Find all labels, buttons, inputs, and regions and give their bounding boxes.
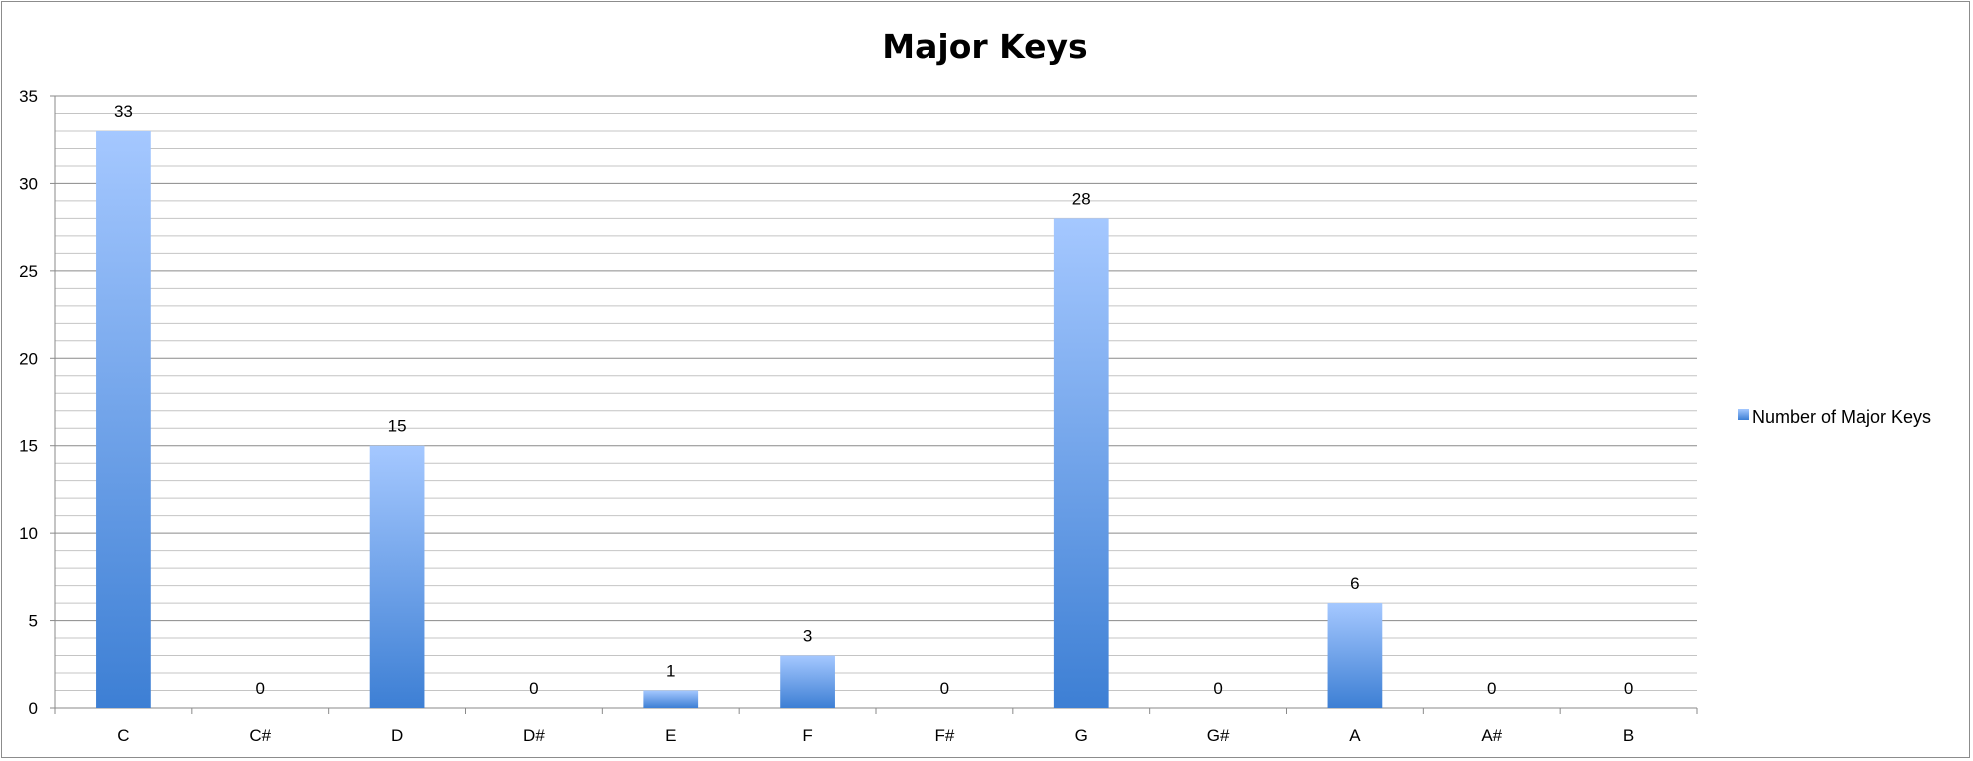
legend-label: Number of Major Keys [1752,407,1931,427]
bar [1053,218,1109,708]
bar [780,655,835,708]
y-tick-label: 5 [29,612,38,631]
y-tick-label: 30 [19,174,38,193]
bar [643,690,699,708]
x-tick-label: F# [934,726,954,745]
y-tick-label: 15 [19,437,38,456]
data-label: 1 [666,662,675,681]
y-tick-label: 10 [19,524,38,543]
x-tick-label: D [391,726,403,745]
x-axis-tick-labels: C C# D D# E F F# G G# A A# B [117,726,1634,745]
data-label: 33 [114,102,133,121]
data-label: 0 [529,679,538,698]
data-label: 15 [388,417,407,436]
x-tick-label: D# [523,726,545,745]
gridlines [55,95,1697,692]
x-tick-label: E [665,726,676,745]
data-labels: 33 0 15 0 1 3 0 28 0 6 0 0 [114,102,1633,698]
bar [96,130,151,708]
x-tick-label: C# [249,726,271,745]
data-label: 0 [1213,679,1222,698]
y-axis-tick-labels: 0 5 10 15 20 25 30 35 [19,87,38,718]
x-tick-label: G [1075,726,1088,745]
data-label: 0 [1624,679,1633,698]
y-tick-label: 25 [19,262,38,281]
data-label: 3 [803,627,812,646]
data-label: 6 [1350,574,1359,593]
bar [1327,603,1383,708]
x-tick-label: G# [1207,726,1230,745]
x-tick-label: B [1623,726,1634,745]
data-label: 0 [256,679,265,698]
y-tick-label: 35 [19,87,38,106]
x-tick-label: F [802,726,812,745]
x-tick-label: A [1349,726,1361,745]
bars [96,130,1383,708]
data-label: 28 [1072,189,1091,208]
y-tick-label: 20 [19,349,38,368]
legend: Number of Major Keys [1738,407,1931,427]
x-tick-label: A# [1481,726,1502,745]
legend-swatch [1738,409,1749,420]
chart-title: Major Keys [882,27,1087,66]
data-label: 0 [1487,679,1496,698]
axes [50,95,1698,714]
x-tick-label: C [117,726,129,745]
data-label: 0 [940,679,949,698]
bar [369,445,425,708]
y-tick-label: 0 [29,699,38,718]
